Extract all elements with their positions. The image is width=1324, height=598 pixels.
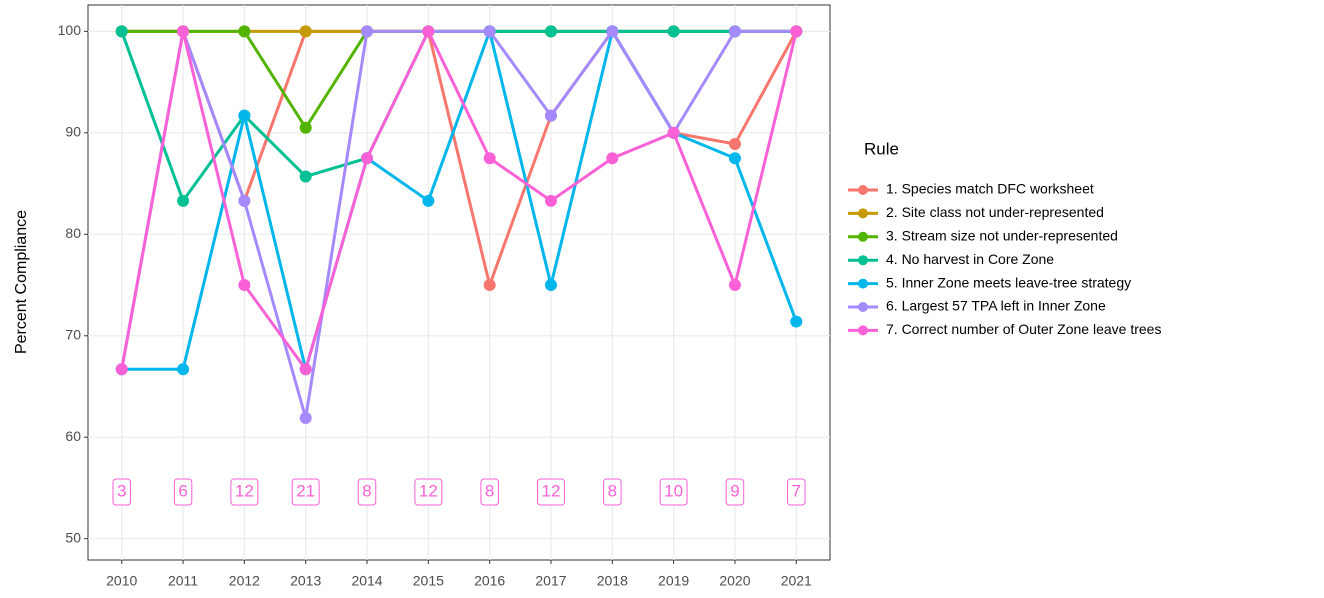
point [483,279,496,292]
y-tick-label: 60 [65,428,81,444]
sample-size-label: 12 [419,481,438,500]
sample-size-box [787,478,806,506]
sample-size-box [291,478,320,506]
point [667,126,680,139]
sample-size-label: 6 [178,481,187,500]
x-tick-label: 2017 [535,573,566,589]
x-tick-label: 2012 [229,573,260,589]
sample-size-box [112,478,131,506]
sample-size-box [230,478,259,506]
sample-size-label: 12 [542,481,561,500]
legend-key-point [858,302,868,312]
point [299,363,312,376]
legend-label: 5. Inner Zone meets leave-tree strategy [886,274,1131,290]
sample-size-box [603,478,622,506]
series-line [120,27,798,373]
x-tick-label: 2016 [474,573,505,589]
point [177,194,190,207]
y-tick-label: 70 [65,326,81,342]
y-tick-label: 90 [65,124,81,140]
legend-key-point [858,185,868,195]
point [667,25,680,38]
point [115,25,128,38]
x-tick-label: 2015 [413,573,444,589]
point [483,25,496,38]
point [299,170,312,183]
sample-size-box [480,478,499,506]
point [606,25,619,38]
legend-key-point [858,255,868,266]
x-tick-label: 2011 [168,573,198,589]
sample-size-label: 8 [608,481,617,500]
legend-key-point [858,231,868,242]
point [422,25,435,38]
point [238,279,251,292]
point [177,25,190,38]
point [361,152,374,165]
legend-label: 7. Correct number of Outer Zone leave tr… [886,321,1161,337]
point [483,152,496,165]
legend-label: 3. Stream size not under-represented [886,228,1118,244]
y-tick-label: 50 [65,529,81,545]
x-tick-label: 2019 [658,573,689,589]
point [728,279,741,292]
y-tick-label: 80 [65,225,81,241]
x-tick-label: 2020 [719,573,750,589]
sample-size-label: 3 [117,481,126,500]
legend-title: Rule [864,139,899,158]
y-axis-label: Percent Compliance [13,210,30,354]
sample-size-label: 8 [362,481,371,500]
point [606,152,619,165]
legend-key-point [858,325,868,336]
point [790,25,803,38]
legend-label: 6. Largest 57 TPA left in Inner Zone [886,298,1106,314]
series-line [120,25,797,419]
series-line [121,26,798,376]
sample-size-box [357,478,377,506]
legend-key-point [858,278,868,289]
point [544,109,557,122]
point [238,194,251,207]
x-tick-label: 2013 [290,573,321,589]
point [728,138,741,151]
point [299,25,312,38]
panel [87,4,831,561]
point [238,109,251,122]
x-tick-label: 2018 [597,573,628,589]
sample-size-box [725,478,745,506]
sample-size-label: 7 [792,481,801,500]
legend-label: 4. No harvest in Core Zone [886,251,1054,267]
y-tick-label: 100 [58,22,82,38]
point [115,363,128,376]
sample-size-box [537,478,565,506]
legend-label: 1. Species match DFC worksheet [886,181,1094,197]
point [299,411,312,424]
sample-size-label: 10 [664,481,683,500]
sample-size-label: 21 [296,481,315,500]
sample-size-label: 9 [730,481,739,500]
point [544,279,557,292]
point [790,315,803,328]
point [544,25,557,38]
x-tick-label: 2021 [781,573,812,589]
legend-label: 2. Site class not under-represented [886,204,1104,220]
point [177,363,190,376]
sample-size-box [659,478,688,506]
point [361,25,374,38]
sample-size-box [173,478,193,506]
point [544,194,557,207]
point [299,121,312,134]
point [728,25,741,38]
point [422,194,435,207]
sample-size-label: 8 [485,481,494,500]
point [728,152,741,165]
sample-size-label: 12 [235,481,254,500]
sample-size-box [414,478,443,506]
x-tick-label: 2014 [351,573,382,589]
legend-key-point [858,208,868,219]
point [238,25,251,38]
x-tick-label: 2010 [106,573,137,589]
